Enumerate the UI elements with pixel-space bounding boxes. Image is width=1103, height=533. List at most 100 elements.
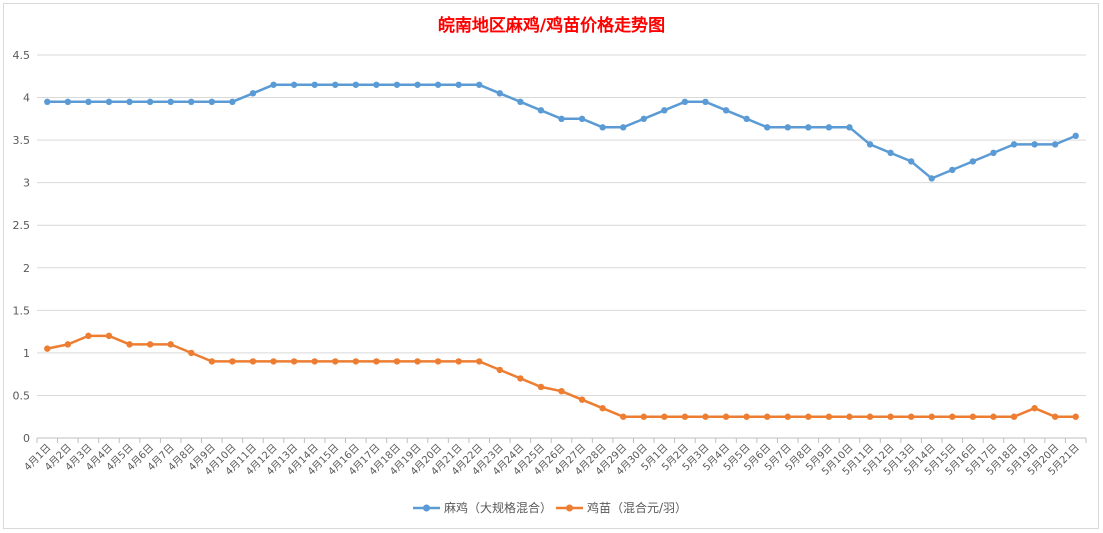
y-axis-ticks: 0 0.5 1 1.5 2 2.5 3 3.5 4 4.5 <box>13 49 31 445</box>
data-point <box>1072 132 1079 140</box>
data-point <box>229 98 236 106</box>
legend-marker <box>566 504 573 512</box>
data-point <box>578 115 586 123</box>
data-point <box>146 341 154 348</box>
data-point <box>1010 141 1018 148</box>
data-point <box>414 81 421 88</box>
data-point <box>640 413 647 420</box>
y-tick-label: 4.5 <box>13 49 31 62</box>
data-point <box>188 349 195 357</box>
data-point <box>825 413 833 420</box>
data-point <box>311 358 318 365</box>
data-point <box>414 358 421 365</box>
y-tick-label: 1.5 <box>13 304 31 317</box>
legend: 麻鸡（大规格混合） 鸡苗（混合元/羽） <box>413 500 687 515</box>
data-point <box>208 358 216 365</box>
data-point <box>949 413 956 420</box>
data-point <box>1031 141 1038 148</box>
data-point <box>332 358 339 365</box>
data-point <box>969 413 977 420</box>
data-point <box>599 405 606 412</box>
series-line <box>47 334 1076 418</box>
data-point <box>681 413 689 420</box>
data-point <box>229 358 236 365</box>
data-point <box>476 358 483 365</box>
data-point <box>805 124 812 131</box>
data-point <box>928 413 935 420</box>
data-point <box>784 124 791 131</box>
data-point <box>907 158 915 165</box>
data-point <box>1010 413 1018 420</box>
data-point <box>722 107 730 114</box>
y-tick-label: 1 <box>23 347 30 360</box>
data-point <box>455 358 462 365</box>
data-point <box>702 413 709 420</box>
data-point <box>558 387 565 395</box>
y-tick-label: 4 <box>23 92 30 105</box>
data-point <box>496 366 503 374</box>
data-point <box>44 98 51 106</box>
series-lines <box>44 81 1079 420</box>
data-point <box>249 358 257 365</box>
data-point <box>866 413 874 420</box>
x-axis-ticks: 4月1日4月2日4月3日4月4日4月5日4月6日4月7日4月8日4月9日4月10… <box>22 442 1082 478</box>
data-point <box>270 358 277 365</box>
data-point <box>85 332 92 340</box>
data-point <box>105 332 113 340</box>
data-point <box>558 115 565 123</box>
data-point <box>578 396 586 403</box>
data-point <box>311 81 318 88</box>
data-point <box>825 124 833 131</box>
data-point <box>517 98 524 106</box>
data-point <box>537 107 545 114</box>
data-point <box>969 158 977 165</box>
data-point <box>332 81 339 88</box>
chart-title: 皖南地区麻鸡/鸡苗价格走势图 <box>437 16 666 36</box>
data-point <box>681 98 689 106</box>
data-point <box>846 124 853 131</box>
data-point <box>763 124 771 131</box>
data-point <box>1031 405 1038 412</box>
data-point <box>620 413 627 420</box>
data-point <box>455 81 462 88</box>
y-tick-label: 0 <box>23 432 30 445</box>
data-point <box>661 413 668 420</box>
data-point <box>126 98 133 106</box>
y-tick-label: 2 <box>23 262 30 275</box>
data-point <box>167 98 174 106</box>
y-tick-label: 2.5 <box>13 219 31 232</box>
data-point <box>85 98 92 106</box>
data-point <box>743 413 750 420</box>
data-point <box>805 413 812 420</box>
data-point <box>722 413 730 420</box>
data-point <box>907 413 915 420</box>
data-point <box>743 115 750 123</box>
data-point <box>146 98 154 106</box>
data-point <box>352 81 360 88</box>
data-point <box>990 413 997 420</box>
series-line <box>47 83 1077 180</box>
data-point <box>393 358 401 365</box>
data-point <box>208 98 216 106</box>
gridlines <box>37 54 1086 396</box>
y-tick-label: 0.5 <box>13 389 31 402</box>
data-point <box>846 413 853 420</box>
data-point <box>476 81 483 88</box>
legend-label: 麻鸡（大规格混合） <box>444 500 552 515</box>
data-point <box>537 383 545 391</box>
data-point <box>928 175 935 182</box>
data-point <box>249 90 257 97</box>
data-point <box>640 115 647 123</box>
data-point <box>270 81 277 88</box>
data-point <box>64 341 72 348</box>
y-tick-label: 3.5 <box>13 134 31 147</box>
data-point <box>866 141 874 148</box>
legend-marker <box>423 504 430 512</box>
data-point <box>949 166 956 174</box>
data-point <box>620 124 627 131</box>
data-point <box>44 345 51 352</box>
data-point <box>990 149 997 157</box>
data-point <box>105 98 113 106</box>
data-point <box>188 98 195 106</box>
data-point <box>496 90 503 97</box>
